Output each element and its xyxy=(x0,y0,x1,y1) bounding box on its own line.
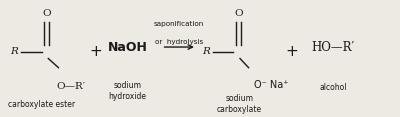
Text: O—R′: O—R′ xyxy=(57,82,86,91)
Text: carboxylate ester: carboxylate ester xyxy=(8,100,75,109)
Text: saponification: saponification xyxy=(154,21,204,27)
Text: +: + xyxy=(286,44,298,59)
Text: HO—R′: HO—R′ xyxy=(312,40,355,54)
Text: NaOH: NaOH xyxy=(108,40,148,54)
Text: O: O xyxy=(42,9,51,18)
Text: O: O xyxy=(234,9,243,18)
Text: alcohol: alcohol xyxy=(320,83,347,92)
Text: sodium
hydroxide: sodium hydroxide xyxy=(108,81,146,101)
Text: or  hydrolysis: or hydrolysis xyxy=(155,39,203,45)
Text: R: R xyxy=(10,47,18,56)
Text: O⁻ Na⁺: O⁻ Na⁺ xyxy=(254,80,288,90)
Text: sodium
carboxylate: sodium carboxylate xyxy=(217,94,262,114)
Text: +: + xyxy=(90,44,102,59)
Text: R: R xyxy=(202,47,210,56)
